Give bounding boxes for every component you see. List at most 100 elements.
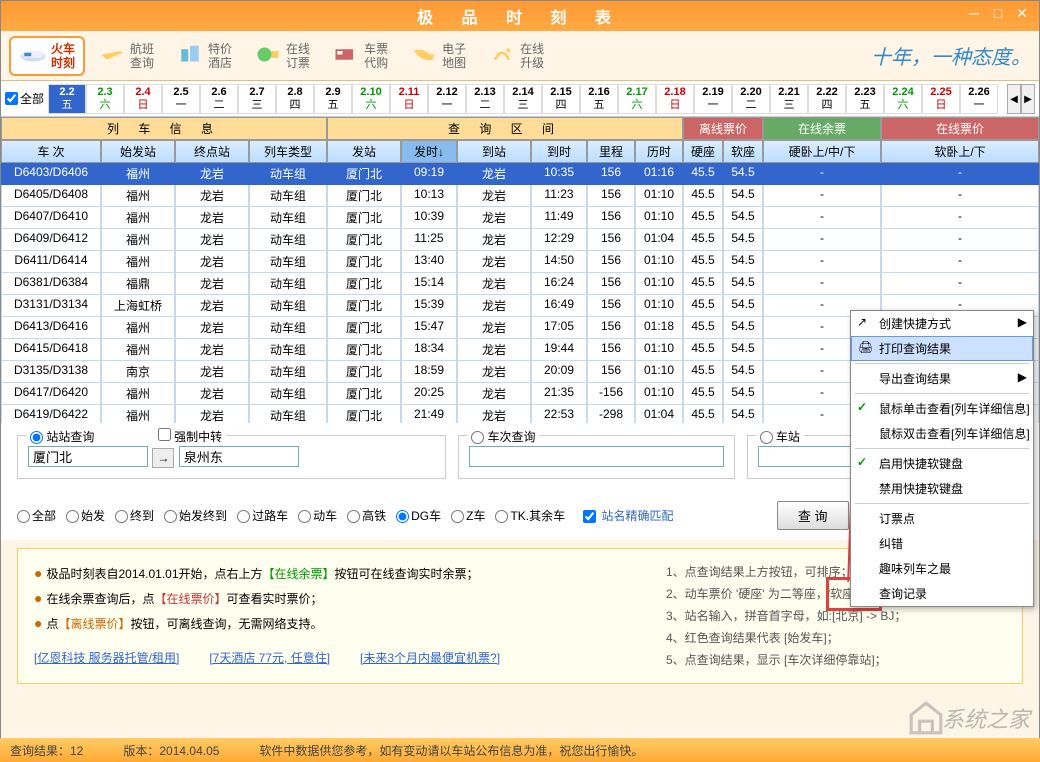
col-header[interactable]: 列车类型 <box>249 140 327 163</box>
menu-item[interactable]: 导出查询结果▶ <box>851 366 1033 391</box>
group-online-price[interactable]: 在线票价 <box>881 117 1039 140</box>
filter-radio[interactable]: 过路车 <box>237 507 288 524</box>
date-cell[interactable]: 2.5一 <box>162 84 200 114</box>
context-menu[interactable]: ↗创建快捷方式▶🖨打印查询结果导出查询结果▶ ✓鼠标单击查看[列车详细信息]鼠标双… <box>850 310 1034 607</box>
all-checkbox[interactable]: 全部 <box>5 90 44 107</box>
tip-link[interactable]: [7天酒店 77元, 任意住] <box>209 651 330 665</box>
date-cell[interactable]: 2.25日 <box>922 84 960 114</box>
menu-item[interactable]: ↗创建快捷方式▶ <box>851 311 1033 336</box>
col-header[interactable]: 发站 <box>327 140 401 163</box>
toolbar-btn-0[interactable]: 火车 时刻 <box>9 36 85 76</box>
date-cell[interactable]: 2.12一 <box>428 84 466 114</box>
date-cell[interactable]: 2.16五 <box>580 84 618 114</box>
col-header[interactable]: 软座 <box>723 140 763 163</box>
date-cell[interactable]: 2.24六 <box>884 84 922 114</box>
tip-link[interactable]: [亿恩科技 服务器托管/租用] <box>34 651 179 665</box>
date-cell[interactable]: 2.20二 <box>732 84 770 114</box>
station-only-radio[interactable]: 车站 <box>760 430 800 444</box>
date-cell[interactable]: 2.21三 <box>770 84 808 114</box>
filter-radio[interactable]: 高铁 <box>347 507 386 524</box>
train-search-radio[interactable]: 车次查询 <box>471 430 535 444</box>
date-cell[interactable]: 2.9五 <box>314 84 352 114</box>
from-station-input[interactable] <box>28 446 148 467</box>
filter-radio[interactable]: DG车 <box>396 507 441 524</box>
filter-radio[interactable]: 动车 <box>298 507 337 524</box>
toolbar-btn-4[interactable]: 车票 代购 <box>323 37 397 75</box>
table-row[interactable]: D6411/D6414福州龙岩动车组厦门北13:40龙岩14:5015601:1… <box>1 251 1039 273</box>
maximize-button[interactable]: □ <box>989 5 1007 23</box>
menu-item[interactable]: 纠错 <box>851 531 1033 556</box>
col-header[interactable]: 发时↓ <box>401 140 457 163</box>
col-header[interactable]: 硬座 <box>683 140 723 163</box>
exact-match-check[interactable]: 站名精确匹配 <box>583 507 673 524</box>
date-prev-button[interactable]: ◀ <box>1007 84 1021 114</box>
table-row[interactable]: D6407/D6410福州龙岩动车组厦门北10:39龙岩11:4915601:1… <box>1 207 1039 229</box>
date-cell[interactable]: 2.11日 <box>390 84 428 114</box>
toolbar-btn-5[interactable]: 电子 地图 <box>401 37 475 75</box>
col-header[interactable]: 里程 <box>587 140 635 163</box>
col-header[interactable]: 软卧上/下 <box>881 140 1039 163</box>
date-cell[interactable]: 2.15四 <box>542 84 580 114</box>
queryBtn[interactable]: 查 询 <box>777 501 849 530</box>
filter-radio[interactable]: 终到 <box>115 507 154 524</box>
menu-item[interactable]: 订票点 <box>851 506 1033 531</box>
date-cell[interactable]: 2.19一 <box>694 84 732 114</box>
date-cell[interactable]: 2.2五 <box>48 84 86 114</box>
menu-item[interactable]: 趣味列车之最 <box>851 556 1033 581</box>
close-button[interactable]: ✕ <box>1013 5 1031 23</box>
date-cell[interactable]: 2.4日 <box>124 84 162 114</box>
date-cell[interactable]: 2.14三 <box>504 84 542 114</box>
menu-item[interactable]: 禁用快捷软键盘 <box>851 476 1033 501</box>
filter-radio[interactable]: 全部 <box>17 507 56 524</box>
table-row[interactable]: D6409/D6412福州龙岩动车组厦门北11:25龙岩12:2915601:0… <box>1 229 1039 251</box>
to-station-input[interactable] <box>179 446 299 467</box>
col-header[interactable]: 历时 <box>635 140 683 163</box>
tip-text: 极品时刻表自2014.01.01开始，点右上方 <box>46 567 262 581</box>
date-cell[interactable]: 2.3六 <box>86 84 124 114</box>
col-header[interactable]: 始发站 <box>101 140 175 163</box>
table-row[interactable]: D6381/D6384福鼎龙岩动车组厦门北15:14龙岩16:2415601:1… <box>1 273 1039 295</box>
col-header[interactable]: 硬卧上/中/下 <box>763 140 881 163</box>
menu-item[interactable]: ✓鼠标单击查看[列车详细信息] <box>851 396 1033 421</box>
date-cell[interactable]: 2.7三 <box>238 84 276 114</box>
filter-radio[interactable]: 始发终到 <box>164 507 227 524</box>
date-cell[interactable]: 2.6二 <box>200 84 238 114</box>
tip-link[interactable]: [未来3个月内最便宜机票?] <box>360 651 500 665</box>
toolbar-btn-3[interactable]: 在线 订票 <box>245 37 319 75</box>
check-icon: ✓ <box>857 400 867 414</box>
filter-radio[interactable]: Z车 <box>451 507 485 524</box>
table-row[interactable]: D6405/D6408福州龙岩动车组厦门北10:13龙岩11:2315601:1… <box>1 185 1039 207</box>
menu-item[interactable]: 查询记录 <box>851 581 1033 606</box>
col-header[interactable]: 终点站 <box>175 140 249 163</box>
date-cell[interactable]: 2.8四 <box>276 84 314 114</box>
date-cell[interactable]: 2.10六 <box>352 84 390 114</box>
group-offline-price[interactable]: 离线票价 <box>683 117 763 140</box>
filter-radio[interactable]: 始发 <box>66 507 105 524</box>
group-online-ticket[interactable]: 在线余票 <box>763 117 881 140</box>
train-number-input[interactable] <box>469 446 723 467</box>
col-header[interactable]: 车 次 <box>1 140 101 163</box>
toolbar-btn-2[interactable]: 特价 酒店 <box>167 37 241 75</box>
col-header[interactable]: 到时 <box>531 140 587 163</box>
date-cell[interactable]: 2.18日 <box>656 84 694 114</box>
toolbar-icon-5 <box>410 44 438 68</box>
date-next-button[interactable]: ▶ <box>1021 84 1035 114</box>
col-header[interactable]: 到站 <box>457 140 531 163</box>
date-cell[interactable]: 2.13二 <box>466 84 504 114</box>
toolbar-btn-6[interactable]: 在线 升级 <box>479 37 553 75</box>
date-cell[interactable]: 2.22四 <box>808 84 846 114</box>
minimize-button[interactable]: ─ <box>965 5 983 23</box>
force-transfer-check[interactable]: 强制中转 <box>158 430 222 444</box>
date-cell[interactable]: 2.23五 <box>846 84 884 114</box>
menu-item[interactable]: 鼠标双击查看[列车详细信息] <box>851 421 1033 446</box>
date-cell[interactable]: 2.17六 <box>618 84 656 114</box>
date-cell[interactable]: 2.26一 <box>960 84 998 114</box>
station-search-radio[interactable]: 站站查询 <box>30 430 94 444</box>
table-row[interactable]: D6403/D6406福州龙岩动车组厦门北09:19龙岩10:3515601:1… <box>1 163 1039 185</box>
swap-button[interactable]: → <box>152 448 174 468</box>
menu-item[interactable]: 🖨打印查询结果 <box>851 336 1033 361</box>
filter-radio[interactable]: TK.其余车 <box>495 507 565 524</box>
toolbar-btn-1[interactable]: 航班 查询 <box>89 37 163 75</box>
status-bar: 查询结果：12 版本：2014.04.05 软件中数据供您参考，如有变动请以车站… <box>0 738 1040 762</box>
menu-item[interactable]: ✓启用快捷软键盘 <box>851 451 1033 476</box>
